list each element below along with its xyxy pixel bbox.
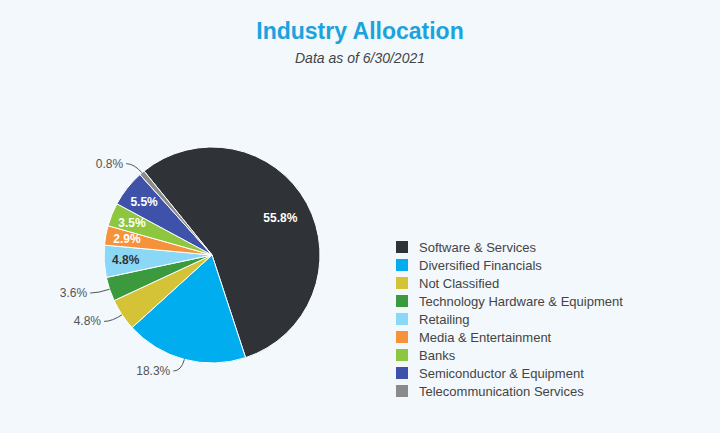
html-text:Data as of 6/30/2021: Data as of 6/30/2021 <box>295 50 425 66</box>
html-text:Software & Services: Software & Services <box>419 239 536 255</box>
svg-text:55.8%: 55.8% <box>263 211 297 225</box>
html-text:Media & Entertainment: Media & Entertainment <box>419 329 552 345</box>
html-text:Telecommunication Services: Telecommunication Services <box>419 383 584 399</box>
svg-text:4.8%: 4.8% <box>112 253 140 267</box>
svg-text:18.3%: 18.3% <box>136 364 170 378</box>
svg-text:4.8%: 4.8% <box>74 314 102 328</box>
html-text:Industry Allocation: Industry Allocation <box>256 18 464 44</box>
svg-text:3.5%: 3.5% <box>118 216 146 230</box>
svg-text:5.5%: 5.5% <box>130 195 158 209</box>
svg-text:3.6%: 3.6% <box>60 286 88 300</box>
html-text:Not Classified: Not Classified <box>419 275 500 291</box>
svg-text:2.9%: 2.9% <box>113 232 141 246</box>
html-text:Technology Hardware & Equipmen: Technology Hardware & Equipment <box>419 293 623 309</box>
html-text:Retailing: Retailing <box>419 311 470 327</box>
html-text:Banks: Banks <box>419 347 456 363</box>
html-text:Diversified Financials: Diversified Financials <box>419 257 542 273</box>
html-text:Semiconductor & Equipment: Semiconductor & Equipment <box>419 365 584 381</box>
svg-text:0.8%: 0.8% <box>96 157 124 171</box>
